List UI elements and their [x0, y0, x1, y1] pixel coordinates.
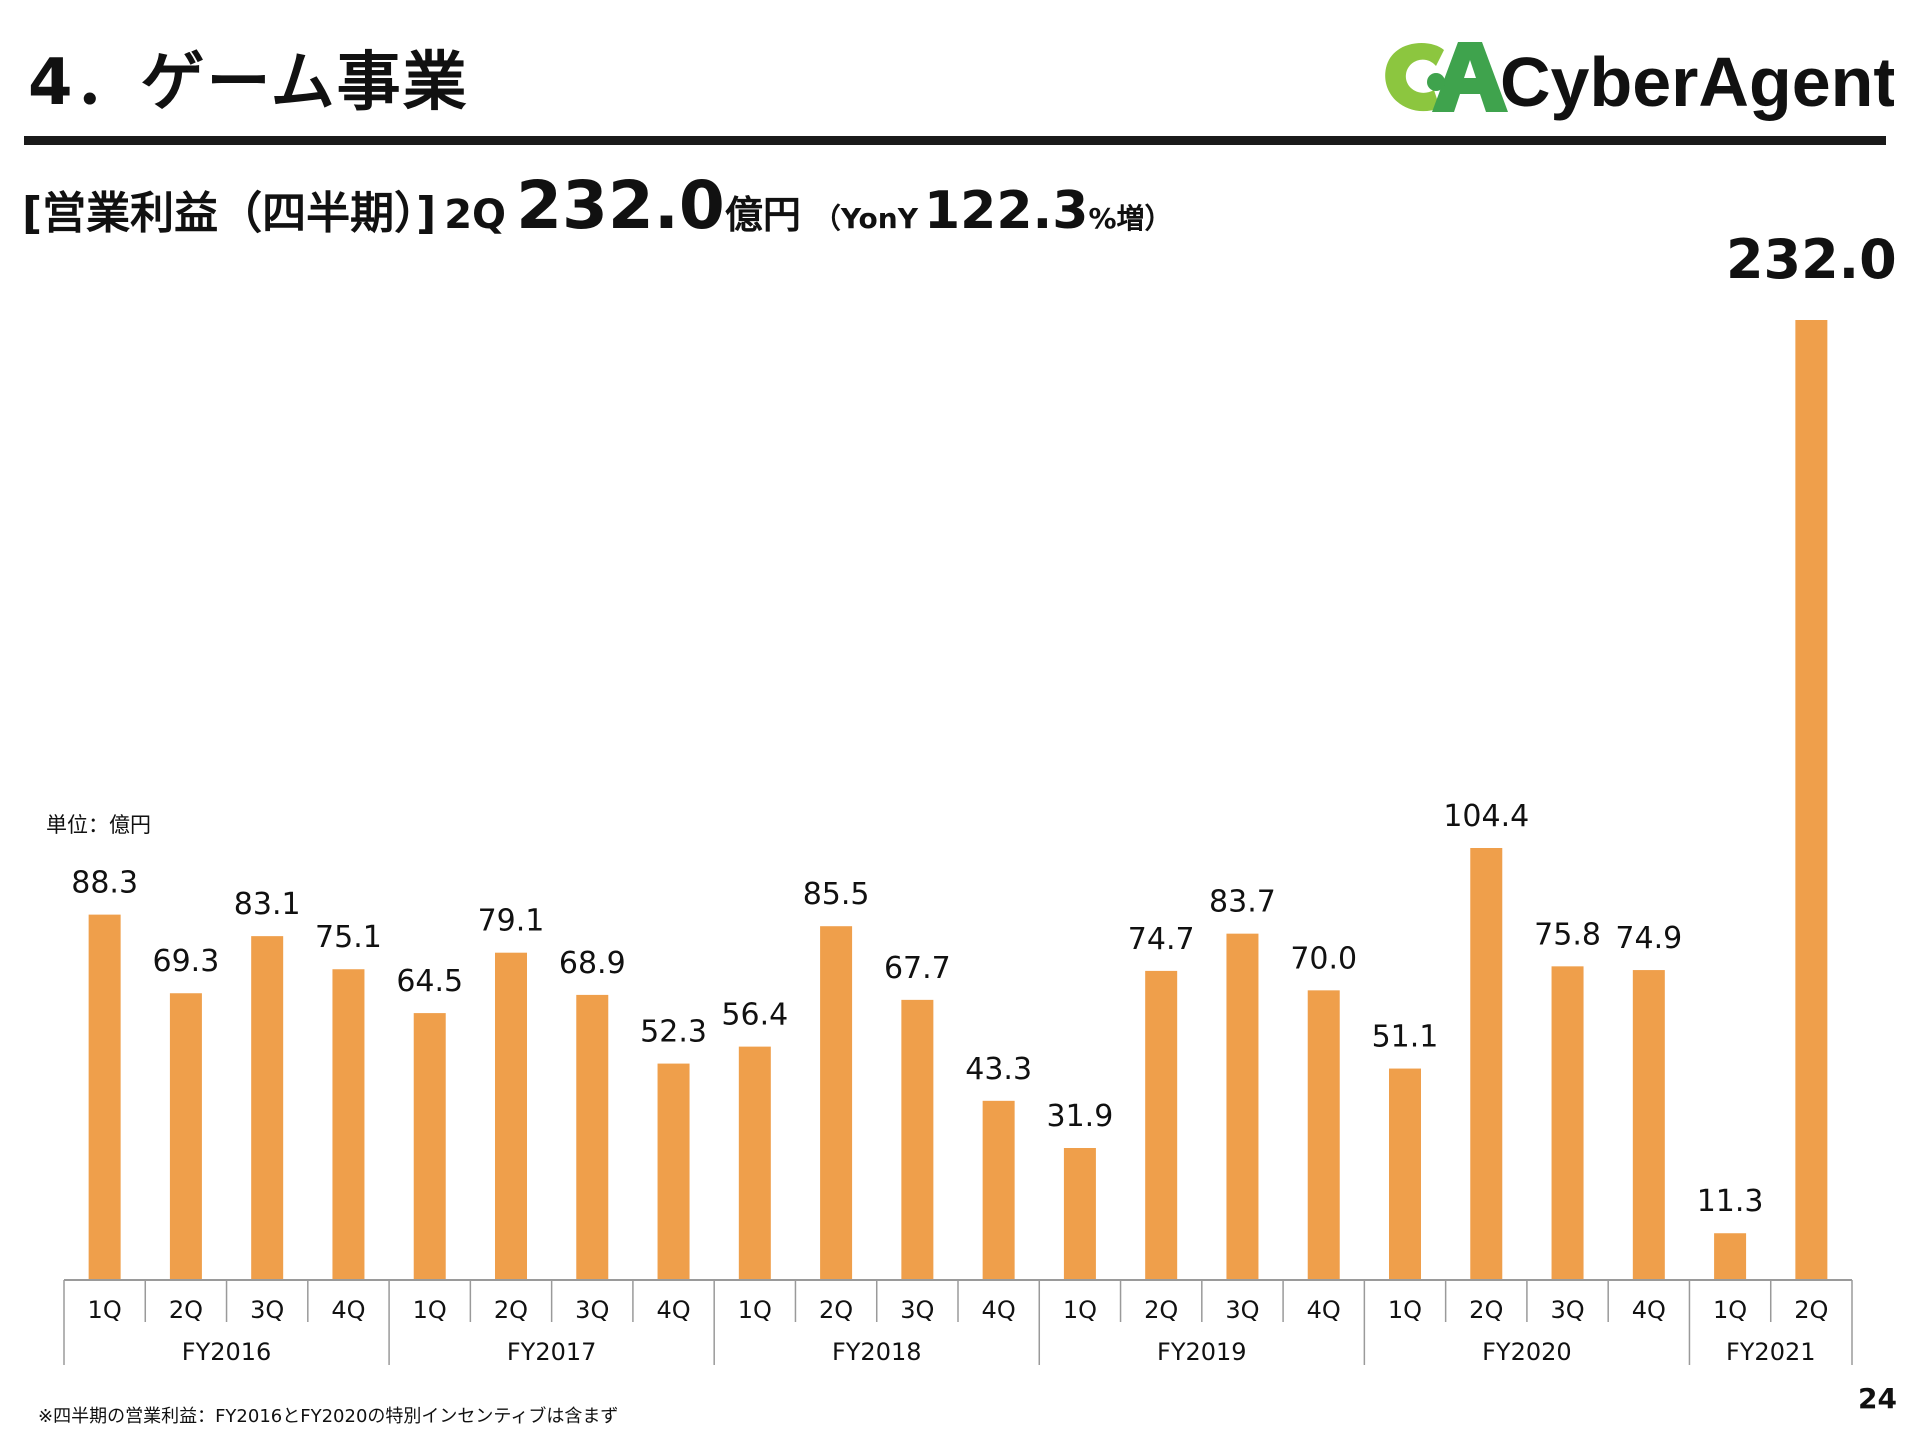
bar-value-label: 52.3 — [640, 1015, 707, 1050]
category-tick-label: 1Q — [413, 1296, 447, 1324]
category-tick-label: 1Q — [88, 1296, 122, 1324]
fiscal-year-label: FY2016 — [182, 1338, 272, 1366]
logo-wordmark: CyberAgent — [1500, 43, 1894, 121]
category-tick-label: 3Q — [250, 1296, 284, 1324]
bar — [495, 952, 527, 1280]
bar-value-label: 69.3 — [153, 944, 220, 979]
headline: [営業利益（四半期）] 2Q 232.0億円 （YonY 122.3%増） — [22, 166, 1173, 246]
bar-value-label: 85.5 — [803, 877, 870, 912]
headline-quarter: 2Q — [444, 192, 507, 238]
unit-label: 単位：億円 — [46, 813, 151, 837]
bar-value-label: 83.7 — [1209, 885, 1276, 920]
bar — [901, 999, 934, 1280]
bar — [1063, 1148, 1096, 1280]
bar-value-label: 75.8 — [1534, 917, 1601, 952]
bar-value-label: 51.1 — [1372, 1020, 1439, 1055]
bar — [1470, 848, 1503, 1280]
bar — [332, 969, 365, 1280]
bar-value-label: 88.3 — [71, 866, 138, 901]
headline-value: 232.0 — [516, 167, 725, 244]
category-tick-label: 1Q — [738, 1296, 772, 1324]
bar-value-label: 43.3 — [965, 1052, 1032, 1087]
category-tick-label: 3Q — [900, 1296, 934, 1324]
bar — [413, 1013, 446, 1280]
fiscal-year-label: FY2021 — [1726, 1338, 1816, 1366]
category-tick-label: 4Q — [331, 1296, 365, 1324]
ca-mark-icon — [1385, 42, 1508, 112]
bar — [1389, 1068, 1421, 1280]
category-tick-label: 1Q — [1713, 1296, 1747, 1324]
bar — [738, 1046, 771, 1280]
category-tick-label: 4Q — [1307, 1296, 1341, 1324]
category-tick-label: 1Q — [1063, 1296, 1097, 1324]
bar — [1226, 933, 1259, 1280]
category-tick-label: 2Q — [169, 1296, 203, 1324]
category-tick-label: 3Q — [1225, 1296, 1259, 1324]
category-tick-label: 2Q — [819, 1296, 853, 1324]
bar-value-label: 104.4 — [1443, 799, 1529, 834]
headline-yoy-value: 122.3 — [924, 181, 1089, 241]
category-tick-label: 3Q — [575, 1296, 609, 1324]
bar-value-label: 74.7 — [1128, 922, 1195, 957]
bar-value-label: 64.5 — [396, 964, 463, 999]
bar — [169, 993, 202, 1280]
bar-value-label: 79.1 — [478, 904, 545, 939]
bar — [1551, 966, 1584, 1280]
category-tick-label: 4Q — [982, 1296, 1016, 1324]
bar — [1632, 970, 1665, 1280]
cyberagent-logo: CyberAgent ® — [1374, 28, 1894, 128]
bar — [1145, 970, 1178, 1280]
bar — [1714, 1233, 1747, 1280]
fiscal-year-label: FY2019 — [1157, 1338, 1247, 1366]
fiscal-year-label: FY2018 — [832, 1338, 922, 1366]
bar — [820, 926, 853, 1280]
bar — [657, 1063, 690, 1280]
category-tick-label: 4Q — [1632, 1296, 1666, 1324]
category-tick-label: 3Q — [1550, 1296, 1584, 1324]
category-tick-label: 1Q — [1388, 1296, 1422, 1324]
bar-value-label: 70.0 — [1290, 941, 1357, 976]
bar — [1795, 320, 1828, 1280]
fiscal-year-label: FY2017 — [507, 1338, 597, 1366]
bar-value-label: 31.9 — [1047, 1099, 1114, 1134]
bar-value-label: 67.7 — [884, 951, 951, 986]
headline-metric: [営業利益（四半期）] — [22, 188, 437, 239]
bar — [1307, 990, 1340, 1280]
category-tick-label: 4Q — [656, 1296, 690, 1324]
category-tick-label: 2Q — [494, 1296, 528, 1324]
page-title: 4．ゲーム事業 — [28, 46, 469, 120]
headline-yoy-label: （YonY — [812, 202, 918, 235]
category-tick-label: 2Q — [1469, 1296, 1503, 1324]
bar-value-label: 83.1 — [234, 887, 301, 922]
bar — [88, 914, 121, 1280]
logo-registered: ® — [1880, 93, 1891, 109]
headline-unit: 億円 — [724, 193, 801, 237]
bar-value-label: 56.4 — [721, 998, 788, 1033]
category-tick-label: 2Q — [1794, 1296, 1828, 1324]
bar — [982, 1100, 1015, 1280]
category-tick-label: 2Q — [1144, 1296, 1178, 1324]
fiscal-year-label: FY2020 — [1482, 1338, 1572, 1366]
bar — [251, 936, 284, 1280]
footnote: ※四半期の営業利益：FY2016とFY2020の特別インセンティブは含まず — [38, 1406, 619, 1427]
title-divider — [24, 136, 1886, 145]
headline-yoy-suffix: %増） — [1088, 202, 1173, 235]
bar-value-label: 232.0 — [1726, 228, 1897, 291]
page-number: 24 — [1858, 1382, 1897, 1415]
bar-value-label: 11.3 — [1697, 1184, 1764, 1219]
bar-value-label: 74.9 — [1615, 921, 1682, 956]
bar-value-label: 68.9 — [559, 946, 626, 981]
bar — [576, 994, 609, 1280]
bar-value-label: 75.1 — [315, 920, 382, 955]
